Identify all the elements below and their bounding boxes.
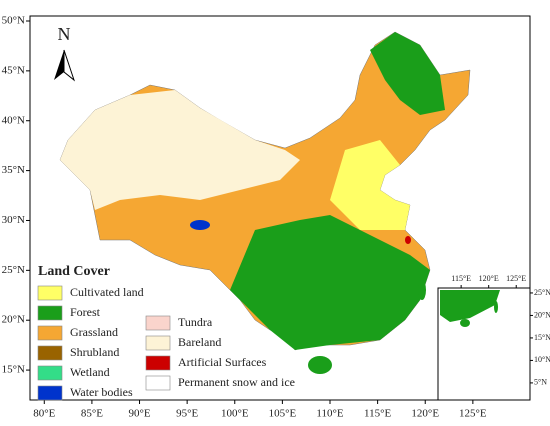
legend-swatch — [145, 315, 171, 331]
north-label: N — [58, 24, 71, 44]
inset-y-tick-label: 5°N — [534, 378, 547, 387]
legend-swatch — [37, 345, 63, 361]
inset-x-tick-label: 115°E — [451, 274, 471, 283]
x-tick-label: 85°E — [81, 408, 103, 420]
north-arrow-left — [54, 50, 64, 80]
legend-swatch — [37, 325, 63, 341]
inset-island — [460, 319, 470, 327]
y-tick-label: 45°N — [2, 64, 25, 76]
legend-swatch — [37, 285, 63, 301]
x-tick-label: 125°E — [459, 408, 487, 420]
legend-swatch — [37, 365, 63, 381]
legend-label: Forest — [70, 305, 101, 319]
y-tick-label: 50°N — [2, 15, 25, 27]
y-tick-label: 30°N — [2, 214, 25, 226]
urban-area — [405, 236, 411, 244]
legend-swatch — [37, 385, 63, 401]
x-tick-label: 110°E — [316, 408, 343, 420]
legend-swatch — [37, 305, 63, 321]
north-arrow: N — [54, 24, 76, 82]
inset-content — [440, 290, 500, 327]
x-tick-label: 90°E — [128, 408, 150, 420]
inset-y-tick-label: 15°N — [534, 333, 550, 342]
legend-label: Tundra — [178, 315, 213, 329]
inset-x-tick-label: 125°E — [506, 274, 526, 283]
legend-label: Artificial Surfaces — [178, 355, 267, 369]
inset-x-tick-label: 120°E — [479, 274, 499, 283]
y-tick-label: 25°N — [2, 264, 25, 276]
inset-coast — [440, 290, 500, 322]
taiwan-island — [418, 280, 426, 300]
inset-island — [494, 301, 498, 313]
legend-swatch — [145, 375, 171, 391]
x-tick-label: 80°E — [33, 408, 55, 420]
legend-label: Wetland — [70, 365, 110, 379]
lake — [190, 220, 210, 230]
x-tick-label: 105°E — [269, 408, 297, 420]
land-cover — [59, 31, 471, 374]
x-tick-label: 95°E — [176, 408, 198, 420]
x-tick-label: 120°E — [411, 408, 439, 420]
y-tick-label: 15°N — [2, 364, 25, 376]
x-tick-label: 115°E — [364, 408, 391, 420]
inset-y-tick-label: 20°N — [534, 310, 550, 319]
legend-swatch — [145, 335, 171, 351]
legend-label: Water bodies — [70, 385, 133, 399]
legend-label: Bareland — [178, 335, 221, 349]
inset-y-tick-label: 10°N — [534, 355, 550, 364]
north-arrow-right — [63, 49, 76, 82]
bareland-region — [60, 90, 300, 210]
y-tick-label: 35°N — [2, 164, 25, 176]
legend-label: Grassland — [70, 325, 118, 339]
x-tick-label: 100°E — [221, 408, 249, 420]
legend-label: Shrubland — [70, 345, 119, 359]
legend-swatch — [145, 355, 171, 371]
cultivated-region — [330, 140, 410, 230]
y-tick-label: 20°N — [2, 314, 25, 326]
legend-title: Land Cover — [38, 264, 110, 279]
inset-y-tick-label: 25°N — [534, 288, 550, 297]
forest-region — [230, 215, 430, 350]
y-tick-label: 40°N — [2, 114, 25, 126]
legend-label: Permanent snow and ice — [178, 375, 295, 389]
forest-region — [370, 32, 445, 115]
legend-label: Cultivated land — [70, 285, 144, 299]
hainan-island — [308, 356, 332, 374]
